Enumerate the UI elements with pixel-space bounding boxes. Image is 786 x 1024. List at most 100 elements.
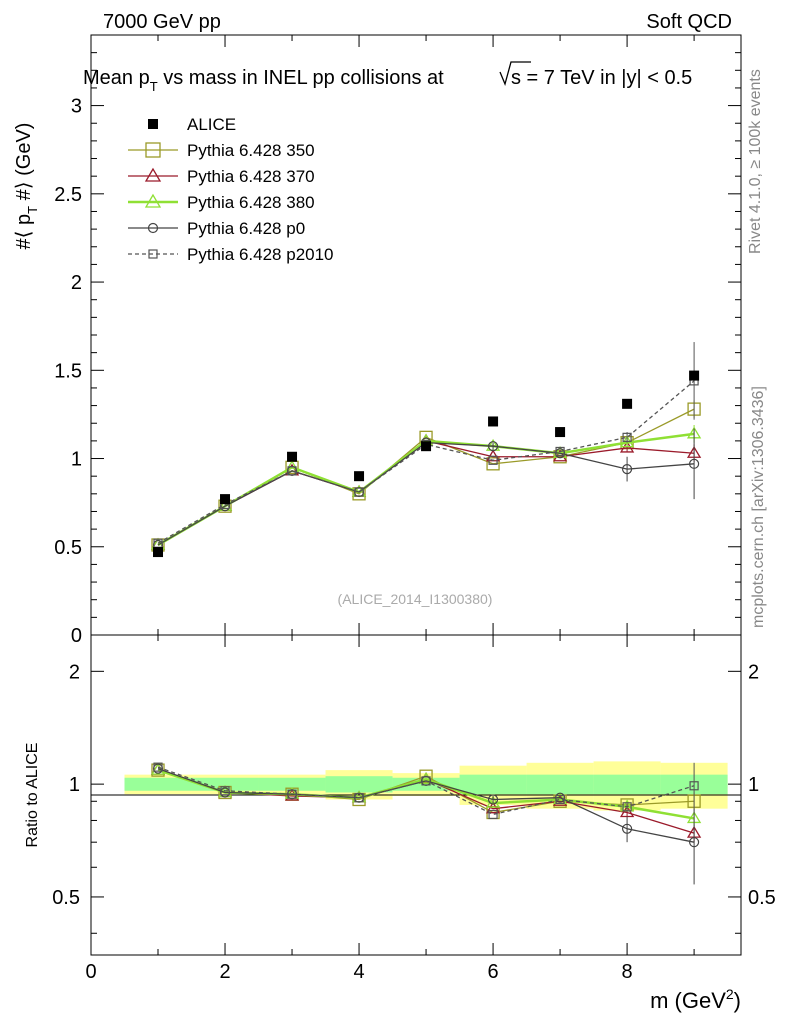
ratio-point — [487, 794, 499, 805]
ratio-point — [220, 786, 230, 796]
data-point-alice — [421, 441, 432, 452]
title-sqrt-s: s — [511, 67, 521, 89]
x-tick-label: 4 — [353, 961, 364, 983]
ratio-point — [354, 793, 364, 803]
y-label-sub: T — [25, 206, 40, 214]
x-label-sup: 2 — [726, 986, 734, 1002]
data-point-alice — [354, 471, 365, 482]
ratio-point — [419, 769, 433, 783]
legend-label: Pythia 6.428 p2010 — [187, 245, 334, 264]
legend-item-pythia-6-428-380: Pythia 6.428 380 — [128, 193, 315, 212]
ratio-ticks: 0.5 0.5 1 1 2 2 0 2 4 6 8 — [52, 635, 776, 983]
ratio-point — [421, 776, 431, 786]
legend-marker — [144, 167, 162, 182]
ratio-frame — [90, 634, 742, 956]
side-label-mcplots: mcplots.cern.ch [arXiv:1306.3436] — [750, 386, 767, 628]
data-point-alice — [488, 416, 499, 427]
legend-item-pythia-6-428-370: Pythia 6.428 370 — [128, 167, 315, 186]
ratio-band-stat — [526, 774, 594, 795]
legend-label: Pythia 6.428 370 — [187, 167, 315, 186]
data-point-alice — [689, 370, 700, 381]
plot-title: Mean pT vs mass in INEL pp collisions at — [83, 67, 444, 94]
series-line-pythia-6-428-350 — [157, 408, 695, 546]
legend-label: Pythia 6.428 380 — [187, 193, 315, 212]
x-label-b: ) — [734, 988, 741, 1013]
data-point — [487, 441, 499, 452]
ratio-y-tick-label-right: 1 — [748, 774, 759, 796]
data-point — [688, 458, 700, 469]
ratio-series — [150, 762, 702, 885]
side-label-rivet: Rivet 4.1.0, ≥ 100k events — [747, 69, 764, 254]
data-point-alice — [220, 494, 231, 505]
header-right: Soft QCD — [646, 11, 732, 33]
legend-item-alice: ALICE — [148, 115, 236, 134]
main-y-tick-label: 0.5 — [54, 537, 82, 559]
y-label-a: #⟨ p — [13, 214, 35, 250]
legend-marker — [147, 222, 159, 234]
title-suffix: s = 7 TeV in |y| < 0.5 — [511, 67, 692, 89]
series-alice — [153, 370, 700, 558]
ratio-band-stat — [593, 774, 661, 795]
ratio-point — [153, 762, 163, 772]
ratio-point — [621, 823, 633, 834]
legend-marker — [144, 193, 162, 208]
ratio-line-pythia-6-428-p2010 — [157, 766, 695, 816]
data-point-alice — [555, 427, 566, 438]
data-point — [622, 432, 632, 442]
legend-label: Pythia 6.428 p0 — [187, 219, 305, 238]
title-prefix: Mean p — [83, 67, 150, 89]
x-tick-label: 8 — [622, 961, 633, 983]
ratio-point — [622, 802, 632, 812]
title-middle: vs mass in INEL pp collisions at — [158, 67, 444, 89]
data-point — [486, 457, 500, 471]
series-pythia-6-428-350 — [151, 400, 701, 552]
x-label-a: m (GeV — [650, 988, 726, 1013]
sqrt-symbol — [499, 61, 531, 86]
main-y-tick-label: 2.5 — [54, 184, 82, 206]
data-point-alice — [153, 547, 164, 558]
data-point — [354, 487, 364, 497]
legend-marker — [145, 142, 161, 158]
analysis-watermark: (ALICE_2014_I1300380) — [338, 591, 493, 607]
ratio-series-pythia-6-428-p2010 — [153, 762, 699, 820]
legend-marker — [148, 119, 158, 129]
ratio-y-tick-label: 1 — [69, 774, 80, 796]
ratio-panel: 0.5 0.5 1 1 2 2 0 2 4 6 8 — [52, 634, 776, 983]
header-left: 7000 GeV pp — [103, 11, 221, 33]
x-tick-label: 0 — [85, 961, 96, 983]
ratio-point — [418, 772, 434, 784]
legend-marker — [148, 249, 158, 259]
data-point — [621, 464, 633, 475]
main-y-tick-label: 1 — [71, 449, 82, 471]
x-axis-label: m (GeV2) — [650, 986, 741, 1013]
main-y-tick-label: 1.5 — [54, 360, 82, 382]
ratio-point — [488, 809, 498, 820]
main-panel: 0 0.5 1 1.5 2 2.5 3 (ALICE_2014_I1300380) ALIC… — [54, 34, 742, 647]
ratio-band-stat — [392, 777, 460, 791]
ratio-y-tick-label-right: 0.5 — [748, 887, 776, 909]
ratio-band-stat — [124, 777, 192, 791]
title-subscript: T — [150, 79, 158, 94]
ratio-y-tick-label: 0.5 — [52, 887, 80, 909]
main-y-tick-label: 0 — [71, 625, 82, 647]
legend-item-pythia-6-428-350: Pythia 6.428 350 — [128, 141, 315, 160]
ratio-point — [689, 781, 699, 791]
ratio-point — [688, 837, 700, 848]
series-line-pythia-6-428-p0 — [157, 441, 695, 546]
ratio-band-stat — [258, 777, 326, 791]
title-suffix-text: = 7 TeV in |y| < 0.5 — [521, 67, 692, 89]
series-pythia-6-428-370 — [150, 433, 702, 550]
data-point — [488, 455, 498, 465]
main-ticks: 0 0.5 1 1.5 2 2.5 3 — [54, 34, 741, 647]
ratio-y-tick-label: 2 — [69, 661, 80, 683]
main-y-tick-label: 2 — [71, 272, 82, 294]
legend-item-pythia-6-428-p2010: Pythia 6.428 p2010 — [128, 245, 334, 264]
legend-label: ALICE — [187, 115, 236, 134]
data-point — [555, 446, 565, 457]
data-point — [287, 466, 297, 476]
x-tick-label: 2 — [219, 961, 230, 983]
legend: ALICE Pythia 6.428 350 Pythia 6.428 370 Pyt… — [128, 115, 334, 264]
ratio-y-tick-label-right: 2 — [748, 661, 759, 683]
main-series — [150, 342, 702, 558]
